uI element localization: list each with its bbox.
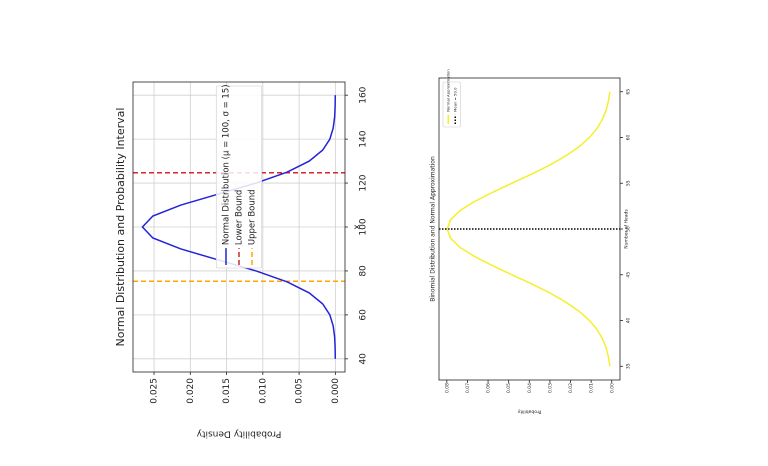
x-tick-label: 45 (626, 272, 632, 278)
y-tick-label: 0.00 (609, 383, 615, 393)
legend-label: Upper Bound (248, 189, 258, 245)
plot-frame (132, 81, 346, 373)
legend-label: Normal Approximation (445, 69, 450, 112)
chart: 35 40 45 50 55 60 65 0.00 0.01 0.02 0.03 0.04 0.05 0.… (430, 69, 632, 415)
x-tick-label: 140 (359, 130, 369, 147)
y-tick-label: 0.05 (506, 383, 512, 393)
x-tick-label: 100 (359, 218, 369, 235)
y-tick-label: 0.03 (547, 383, 553, 393)
x-tick-label: 120 (359, 174, 369, 191)
x-axis-label: Number of Heads (624, 209, 630, 249)
x-axis-label: x (353, 224, 363, 230)
x-tick-label: 60 (626, 134, 632, 140)
x-tick-label: 80 (359, 265, 369, 277)
line-series (446, 91, 611, 367)
legend-label: Lower Bound (235, 190, 245, 245)
legend-label: Normal Distribution (μ = 100, σ = 15) (222, 84, 232, 245)
y-tick-label: 0.000 (331, 378, 341, 404)
line-series (141, 95, 337, 359)
y-tick-label: 0.010 (258, 378, 268, 404)
x-tick-label: 60 (359, 309, 369, 321)
x-tick-label: 40 (626, 318, 632, 324)
y-tick-label: 0.005 (295, 378, 305, 404)
y-tick-label: 0.02 (568, 383, 574, 393)
y-tick-label: 0.025 (150, 378, 160, 404)
x-tick-label: 40 (359, 353, 369, 365)
chart-title: Normal Distribution and Probability Inte… (114, 108, 127, 347)
y-axis-label: Probability Density (196, 429, 281, 439)
y-tick-label: 0.04 (527, 383, 533, 393)
x-tick-label: 35 (626, 363, 632, 369)
legend-label: Mean = 50.0 (452, 87, 457, 112)
x-tick-label: 160 (359, 86, 369, 103)
chart: 40 60 80 100 120 140 160 0.000 0.005 0.010 0.015 0.… (114, 81, 369, 439)
y-tick-label: 0.01 (589, 383, 595, 393)
y-tick-label: 0.06 (486, 383, 492, 393)
x-tick-label: 65 (626, 89, 632, 95)
y-tick-label: 0.07 (465, 383, 471, 393)
y-tick-label: 0.020 (186, 378, 196, 404)
chart-title: Binomial Distribution and Normal Approxi… (430, 156, 437, 302)
x-tick-label: 50 (626, 226, 632, 232)
y-tick-label: 0.015 (222, 378, 232, 404)
legend-box (215, 85, 263, 269)
x-tick-label: 55 (626, 180, 632, 186)
y-axis-label: Probability (517, 409, 541, 415)
y-tick-label: 0.08 (444, 383, 450, 393)
plot-frame (438, 77, 621, 381)
legend-box (442, 81, 461, 128)
